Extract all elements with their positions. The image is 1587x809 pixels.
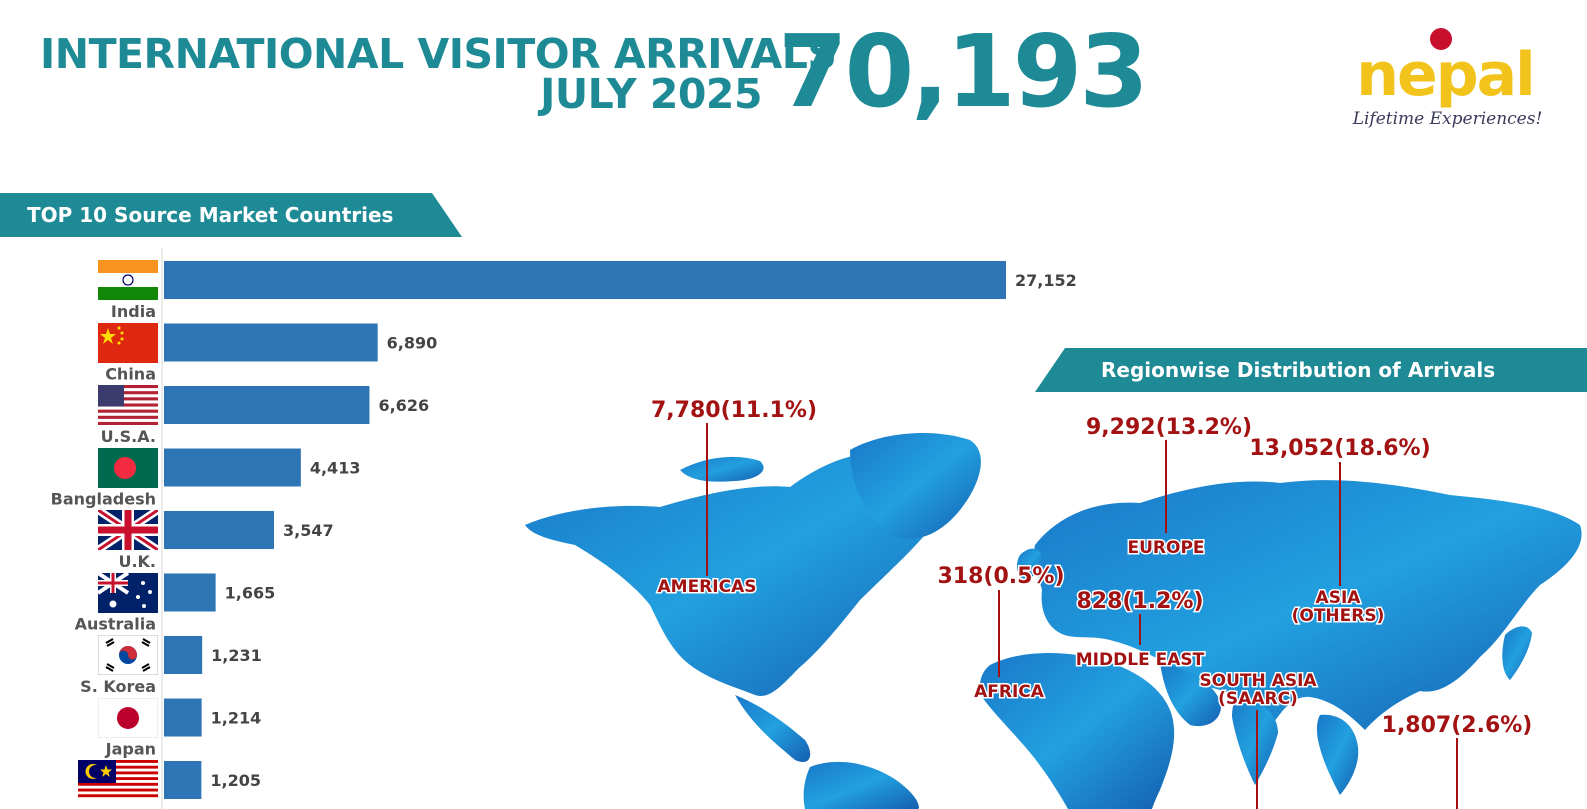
bar — [164, 448, 301, 487]
region-value: 7,780(11.1%) — [651, 398, 817, 423]
total-arrivals: 70,193 — [778, 13, 1149, 130]
australia-flag-icon — [98, 572, 158, 613]
region-value: 9,292(13.2%) — [1086, 415, 1252, 440]
regionwise-banner: Regionwise Distribution of Arrivals — [1035, 348, 1587, 392]
country-label: S. Korea — [80, 677, 156, 696]
region-label: 9,292(13.2%) EUROPE — [1084, 414, 1253, 560]
page-title: INTERNATIONAL VISITOR ARRIVALS JULY 2025 — [40, 30, 837, 118]
region-value: 13,052(18.6%) — [1249, 436, 1430, 461]
logo-word: nepal — [1356, 40, 1535, 110]
southeast-asia-shape — [1316, 714, 1359, 795]
bangladesh-flag-icon — [98, 447, 158, 488]
china-flag-icon — [98, 322, 158, 363]
logo-sun-icon — [1430, 28, 1452, 50]
country-label: Bangladesh — [51, 490, 156, 509]
title-line-2: JULY 2025 — [540, 70, 762, 118]
country-label: China — [105, 365, 156, 384]
country-label: India — [111, 302, 156, 321]
logo-tagline: Lifetime Experiences! — [1352, 109, 1543, 129]
bar — [164, 511, 274, 549]
region-label: 828(1.2%) MIDDLE EAST — [1074, 588, 1206, 672]
arctic-islands-shape — [680, 456, 764, 482]
country-label: Australia — [75, 615, 156, 634]
region-label: 1,807(2.6%) — [1380, 712, 1534, 809]
bar-value-label: 3,547 — [283, 521, 334, 540]
bar — [164, 323, 378, 362]
region-value: 1,807(2.6%) — [1382, 713, 1533, 738]
region-value: 318(0.5%) — [937, 564, 1064, 589]
bar — [164, 573, 216, 612]
north-america-shape — [525, 453, 943, 696]
usa-flag-icon — [98, 385, 158, 425]
country-label: U.K. — [118, 552, 156, 571]
region-name: (OTHERS) — [1292, 606, 1385, 626]
region-value: 828(1.2%) — [1076, 589, 1203, 614]
greenland-shape — [850, 432, 981, 539]
bar — [164, 386, 370, 424]
africa-shape — [980, 653, 1175, 809]
bar-value-label: 4,413 — [310, 459, 361, 478]
top-countries-bar-chart: 27,152 India 6,890 China 6,626 U.S.A. 4,413 Ban… — [51, 248, 1077, 809]
arabia-shape — [1160, 663, 1221, 727]
bar-value-label: 1,214 — [211, 709, 262, 728]
region-name: EUROPE — [1127, 538, 1204, 558]
bar — [164, 261, 1006, 299]
south-korea-flag-icon — [98, 635, 158, 675]
region-label: SOUTH ASIA(SAARC) — [1198, 670, 1319, 809]
bar-value-label: 6,890 — [387, 334, 438, 353]
malaysia-flag-icon — [78, 760, 158, 800]
country-label: U.S.A. — [101, 427, 156, 446]
bar — [164, 761, 202, 799]
region-label: 13,052(18.6%) ASIA(OTHERS) — [1248, 435, 1432, 628]
bar — [164, 698, 202, 737]
india-flag-icon — [98, 260, 158, 300]
region-name: AMERICAS — [658, 577, 757, 597]
world-map — [525, 432, 1582, 809]
region-name: (SAARC) — [1218, 689, 1298, 709]
bar-value-label: 6,626 — [378, 396, 429, 415]
uk-flag-icon — [98, 510, 158, 550]
japan-shape — [1502, 626, 1532, 680]
bar-value-label: 27,152 — [1015, 271, 1077, 290]
south-america-shape — [803, 761, 919, 809]
country-label: Japan — [105, 740, 156, 759]
bar — [164, 636, 203, 674]
title-line-1: INTERNATIONAL VISITOR ARRIVALS — [40, 30, 837, 78]
region-name: MIDDLE EAST — [1076, 650, 1205, 670]
region-label: 318(0.5%) AFRICA — [936, 563, 1066, 704]
region-label: 7,780(11.1%) AMERICAS — [649, 397, 818, 599]
british-isles-shape — [1017, 548, 1042, 580]
indian-peninsula-shape — [1232, 695, 1278, 785]
region-name: ASIA — [1316, 588, 1362, 608]
top-countries-banner: TOP 10 Source Market Countries — [0, 193, 462, 237]
region-name: SOUTH ASIA — [1199, 671, 1317, 691]
region-name: AFRICA — [974, 682, 1045, 702]
bar-value-label: 1,665 — [225, 584, 276, 603]
nepal-logo: nepal Lifetime Experiences! — [1350, 24, 1545, 136]
japan-flag-icon — [98, 697, 158, 738]
bar-value-label: 1,231 — [211, 646, 262, 665]
bar-value-label: 1,205 — [210, 771, 261, 790]
central-america-shape — [735, 695, 811, 763]
